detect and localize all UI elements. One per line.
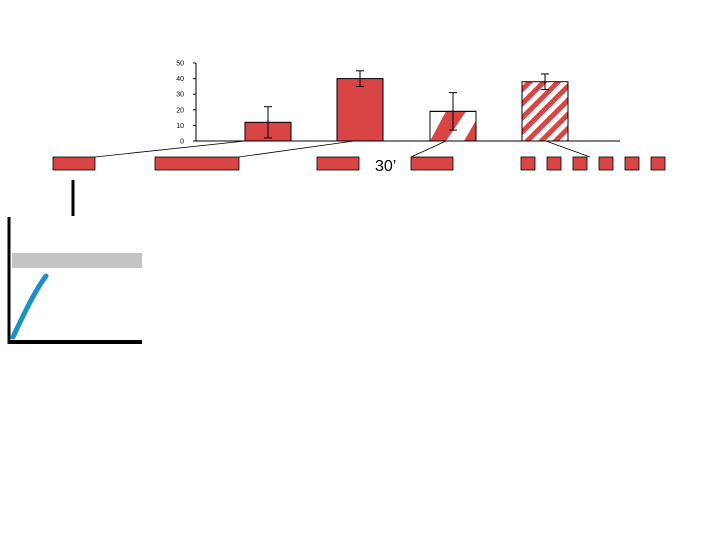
y-tick-label: 0 — [180, 139, 184, 146]
training-block — [624, 156, 640, 171]
bar — [521, 81, 569, 142]
training-block — [52, 156, 96, 171]
bar-to-protocol-connectors — [94, 140, 591, 158]
bar — [336, 78, 384, 142]
y-tick-label: 50 — [176, 61, 184, 68]
training-block — [520, 156, 536, 171]
rising-curve — [10, 273, 49, 340]
interval-label: 30’ — [375, 158, 396, 175]
bar-chart: 0 10 20 30 40 50 — [176, 61, 620, 146]
inset-plot — [7, 217, 142, 344]
training-block — [410, 156, 454, 171]
y-tick-label: 10 — [176, 123, 184, 130]
y-tick-label: 40 — [176, 76, 184, 83]
plateau-band — [12, 253, 142, 268]
connector-line — [94, 140, 246, 158]
training-block — [154, 156, 240, 171]
training-block — [598, 156, 614, 171]
training-block — [650, 156, 666, 171]
connector-line — [545, 140, 591, 158]
y-tick-label: 20 — [176, 107, 184, 114]
y-tick-label: 30 — [176, 92, 184, 99]
connector-line — [238, 140, 355, 158]
training-block — [572, 156, 588, 171]
connector-line — [410, 140, 447, 158]
training-block — [546, 156, 562, 171]
training-block — [316, 156, 360, 171]
protocol-timeline: 30’ — [52, 156, 666, 175]
bar-diagonal-fill — [430, 111, 476, 141]
